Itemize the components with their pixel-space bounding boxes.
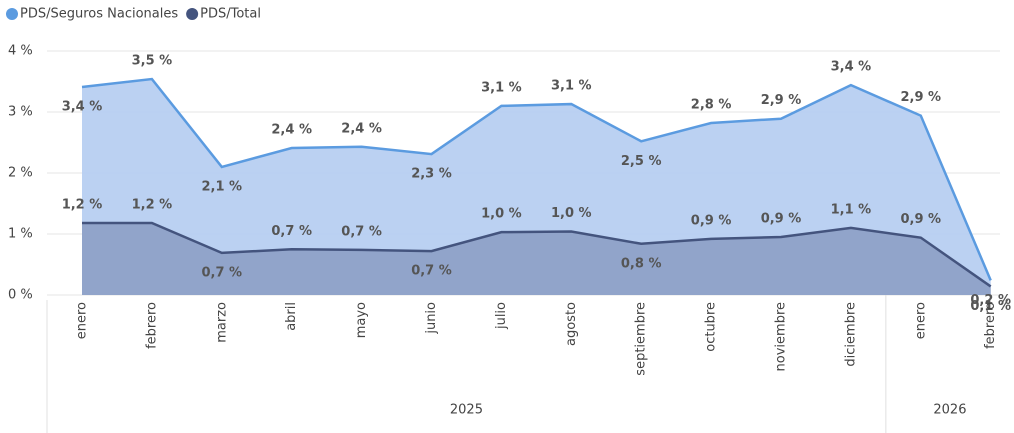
y-tick-label: 4 % [8,44,33,59]
x-tick-label: mayo [354,302,369,338]
data-label: 0,7 % [271,224,312,239]
legend-label: PDS/Total [200,7,261,22]
x-tick-label: octubre [704,302,719,352]
data-label: 2,1 % [202,179,243,194]
data-label: 1,1 % [831,202,872,217]
data-label: 2,3 % [411,167,452,182]
x-tick-label: enero [913,302,928,339]
x-tick-label: agosto [564,302,579,346]
x-tick-label: enero [75,302,90,339]
x-tick-label: noviembre [774,302,789,371]
data-label: 2,4 % [341,121,382,136]
data-label: 3,4 % [62,99,103,114]
data-label: 3,4 % [831,60,872,75]
area [82,223,991,295]
y-tick-label: 0 % [8,288,33,303]
data-label: 0,7 % [411,264,452,279]
y-tick-label: 2 % [8,166,33,181]
data-label: 0,2 % [970,293,1011,308]
data-label: 0,8 % [621,256,662,271]
data-label: 2,4 % [271,122,312,137]
y-tick-label: 1 % [8,227,33,242]
data-label: 3,1 % [551,79,592,94]
x-tick-label: febrero [983,302,998,349]
data-label: 3,1 % [481,80,522,95]
data-label: 0,9 % [761,212,802,227]
line [81,77,992,281]
legend-swatch [6,8,18,20]
data-label: 2,9 % [901,90,942,105]
data-label: 1,0 % [551,206,592,221]
data-label: 1,0 % [481,207,522,222]
y-tick-label: 3 % [8,105,33,120]
data-label: 0,7 % [202,265,243,280]
x-tick-label: marzo [214,302,229,343]
data-label: 2,5 % [621,154,662,169]
data-label: 0,1 % [970,299,1011,314]
x-tick-label: febrero [144,302,159,349]
data-label: 0,9 % [901,212,942,227]
x-tick-label: septiembre [634,302,649,376]
x-tick-label: julio [494,302,509,330]
x-tick-label: junio [424,302,439,335]
data-label: 0,7 % [341,224,382,239]
year-label: 2026 [933,403,966,418]
data-label: 2,8 % [691,97,732,112]
data-label: 1,2 % [62,198,103,213]
data-label: 3,5 % [132,54,173,69]
data-label: 0,9 % [691,213,732,228]
line [82,221,992,288]
data-label: 1,2 % [132,198,173,213]
x-tick-label: diciembre [843,302,858,367]
x-tick-label: abril [284,302,299,331]
legend-swatch [186,8,199,20]
data-label: 2,9 % [761,93,802,108]
legend-label: PDS/Seguros Nacionales [20,7,178,22]
year-label: 2025 [450,403,483,418]
